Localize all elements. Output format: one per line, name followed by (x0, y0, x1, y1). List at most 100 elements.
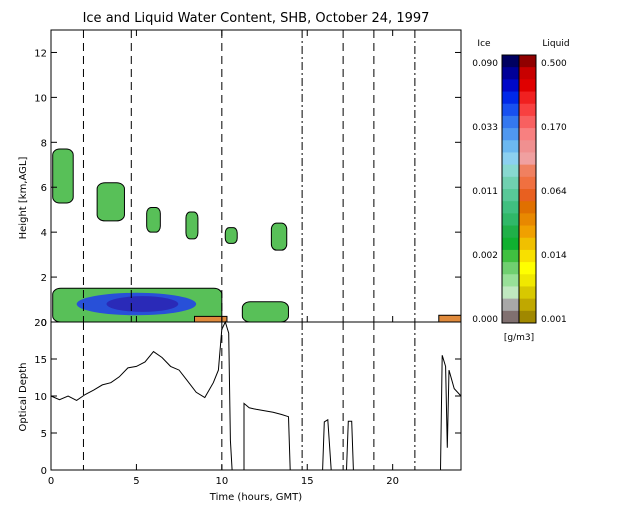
colorbar-ice-label: Ice (477, 39, 491, 49)
heatmap-y-tick-label-4: 8 (41, 138, 47, 149)
ice-region-7 (241, 301, 289, 323)
colorbar-ice-swatch-13 (502, 213, 519, 227)
colorbar-liquid-swatch-13 (519, 213, 536, 227)
od-x-tick-label-0: 0 (48, 476, 54, 487)
ice-region-1 (96, 182, 125, 222)
colorbar-liquid-swatch-18 (519, 274, 536, 287)
colorbar-liquid-tick-label-4: 0.001 (541, 315, 567, 325)
colorbar-ice-swatch-2 (502, 79, 519, 93)
colorbar-ice-tick-label-0: 0.090 (472, 59, 498, 69)
od-y-tick-label-1: 5 (41, 429, 47, 440)
colorbar-liquid-tick-label-0: 0.500 (541, 59, 567, 69)
colorbar-liquid-swatch-17 (519, 262, 536, 275)
heatmap-y-tick-label-2: 4 (41, 228, 47, 239)
colorbar-liquid-swatch-2 (519, 79, 536, 93)
liquid-region-1 (438, 314, 462, 323)
od-x-tick-label-4: 20 (386, 476, 399, 487)
heatmap-y-tick-label-3: 6 (41, 183, 47, 194)
colorbar-ice-tick-label-1: 0.033 (472, 123, 498, 133)
colorbar-ice-swatch-7 (502, 140, 519, 153)
colorbar-liquid-swatch-6 (519, 128, 536, 141)
optical-depth-x-ticks: 0 5 10 15 20 (48, 464, 399, 487)
od-y-tick-label-3: 15 (34, 355, 47, 366)
colorbar-ice-swatch-4 (502, 103, 519, 117)
heatmap-y-tick-label-5: 10 (34, 93, 47, 104)
od-y-tick-label-4: 20 (34, 318, 47, 329)
colorbar-liquid-swatch-10 (519, 176, 536, 190)
optical-depth-panel: 0 5 10 15 20 0 5 10 15 20 Time (hours, GMT) Opti… (18, 318, 462, 503)
colorbar-liquid-swatch-4 (519, 103, 536, 117)
colorbar-liquid-swatch-14 (519, 225, 536, 239)
colorbar-ice-swatch-10 (502, 176, 519, 190)
optical-depth-y-ticks: 0 5 10 15 20 (34, 318, 461, 477)
colorbar-ice-tick-label-4: 0.000 (472, 315, 498, 325)
colorbar-liquid-swatch-12 (519, 201, 536, 214)
heatmap-clouds (52, 148, 462, 323)
colorbar-ice-swatch-3 (502, 91, 519, 105)
optical-depth-line-3 (346, 420, 354, 471)
y-axis-label-height: Height [km,AGL] (18, 157, 29, 240)
optical-depth-vertical-markers (82, 322, 416, 470)
x-axis-label-time: Time (hours, GMT) (209, 492, 303, 503)
colorbar-ice-scale (502, 55, 519, 324)
optical-depth-line-2 (322, 418, 332, 471)
colorbar-liquid-swatch-0 (519, 55, 536, 68)
ice-core-center (106, 296, 179, 312)
colorbar-ice-swatch-14 (502, 225, 519, 239)
heatmap-y-tick-label-1: 2 (41, 273, 47, 284)
colorbar-liquid-swatch-5 (519, 115, 536, 129)
colorbar-liquid-swatch-1 (519, 67, 536, 80)
ice-region-3 (185, 211, 199, 240)
colorbar-liquid-swatch-15 (519, 237, 536, 251)
od-y-tick-label-2: 10 (34, 392, 47, 403)
colorbar-liquid-tick-label-2: 0.064 (541, 187, 567, 197)
ice-region-5 (270, 222, 288, 251)
colorbar-units: [g/m3] (504, 333, 534, 343)
od-y-tick-label-0: 0 (41, 466, 47, 477)
colorbar-ice-swatch-11 (502, 189, 519, 202)
colorbar-ice-swatch-17 (502, 262, 519, 275)
colorbar-ice-swatch-12 (502, 201, 519, 214)
heatmap-y-tick-label-0: 0 (41, 318, 47, 329)
od-x-tick-label-3: 15 (301, 476, 314, 487)
ice-region-2 (146, 206, 161, 233)
colorbar-ice-tick-label-2: 0.011 (472, 187, 498, 197)
colorbar-ice-swatch-8 (502, 152, 519, 166)
colorbar-ice-swatch-9 (502, 164, 519, 178)
chart-title: Ice and Liquid Water Content, SHB, Octob… (83, 11, 430, 26)
colorbar-ice-swatch-16 (502, 249, 519, 263)
colorbar-ice-swatch-20 (502, 298, 519, 312)
colorbar-liquid-scale (519, 55, 536, 324)
optical-depth-line-1 (243, 402, 291, 471)
colorbar: Ice Liquid 0.090 0.033 0.011 0.002 0.000 0.5… (472, 39, 569, 343)
colorbar-liquid-tick-label-1: 0.170 (541, 123, 567, 133)
colorbar-ice-ticks: 0.090 0.033 0.011 0.002 0.000 (472, 59, 498, 325)
colorbar-liquid-label: Liquid (542, 39, 569, 49)
colorbar-liquid-swatch-3 (519, 91, 536, 105)
optical-depth-series (50, 320, 462, 471)
colorbar-ice-swatch-6 (502, 128, 519, 141)
colorbar-ice-swatch-19 (502, 286, 519, 300)
colorbar-liquid-swatch-16 (519, 249, 536, 263)
optical-depth-line-0 (50, 320, 233, 471)
colorbar-ice-swatch-1 (502, 67, 519, 80)
colorbar-liquid-frame (518, 54, 537, 324)
ice-region-4 (224, 227, 238, 244)
y-axis-label-optical-depth: Optical Depth (18, 363, 29, 432)
optical-depth-line-4 (440, 355, 462, 471)
od-x-tick-label-2: 10 (215, 476, 228, 487)
colorbar-ice-swatch-21 (502, 310, 519, 324)
colorbar-liquid-swatch-20 (519, 298, 536, 312)
colorbar-liquid-swatch-19 (519, 286, 536, 300)
colorbar-liquid-swatch-7 (519, 140, 536, 153)
colorbar-ice-tick-label-3: 0.002 (472, 251, 498, 261)
heatmap-vertical-markers (82, 30, 416, 322)
colorbar-ice-swatch-15 (502, 237, 519, 251)
colorbar-liquid-swatch-9 (519, 164, 536, 178)
ice-region-0 (52, 148, 74, 204)
colorbar-ice-swatch-0 (502, 55, 519, 68)
colorbar-ice-swatch-5 (502, 115, 519, 129)
colorbar-liquid-swatch-11 (519, 189, 536, 202)
heatmap-panel: 0 2 4 6 8 10 12 Ice and Liquid Water Content, … (18, 11, 462, 329)
